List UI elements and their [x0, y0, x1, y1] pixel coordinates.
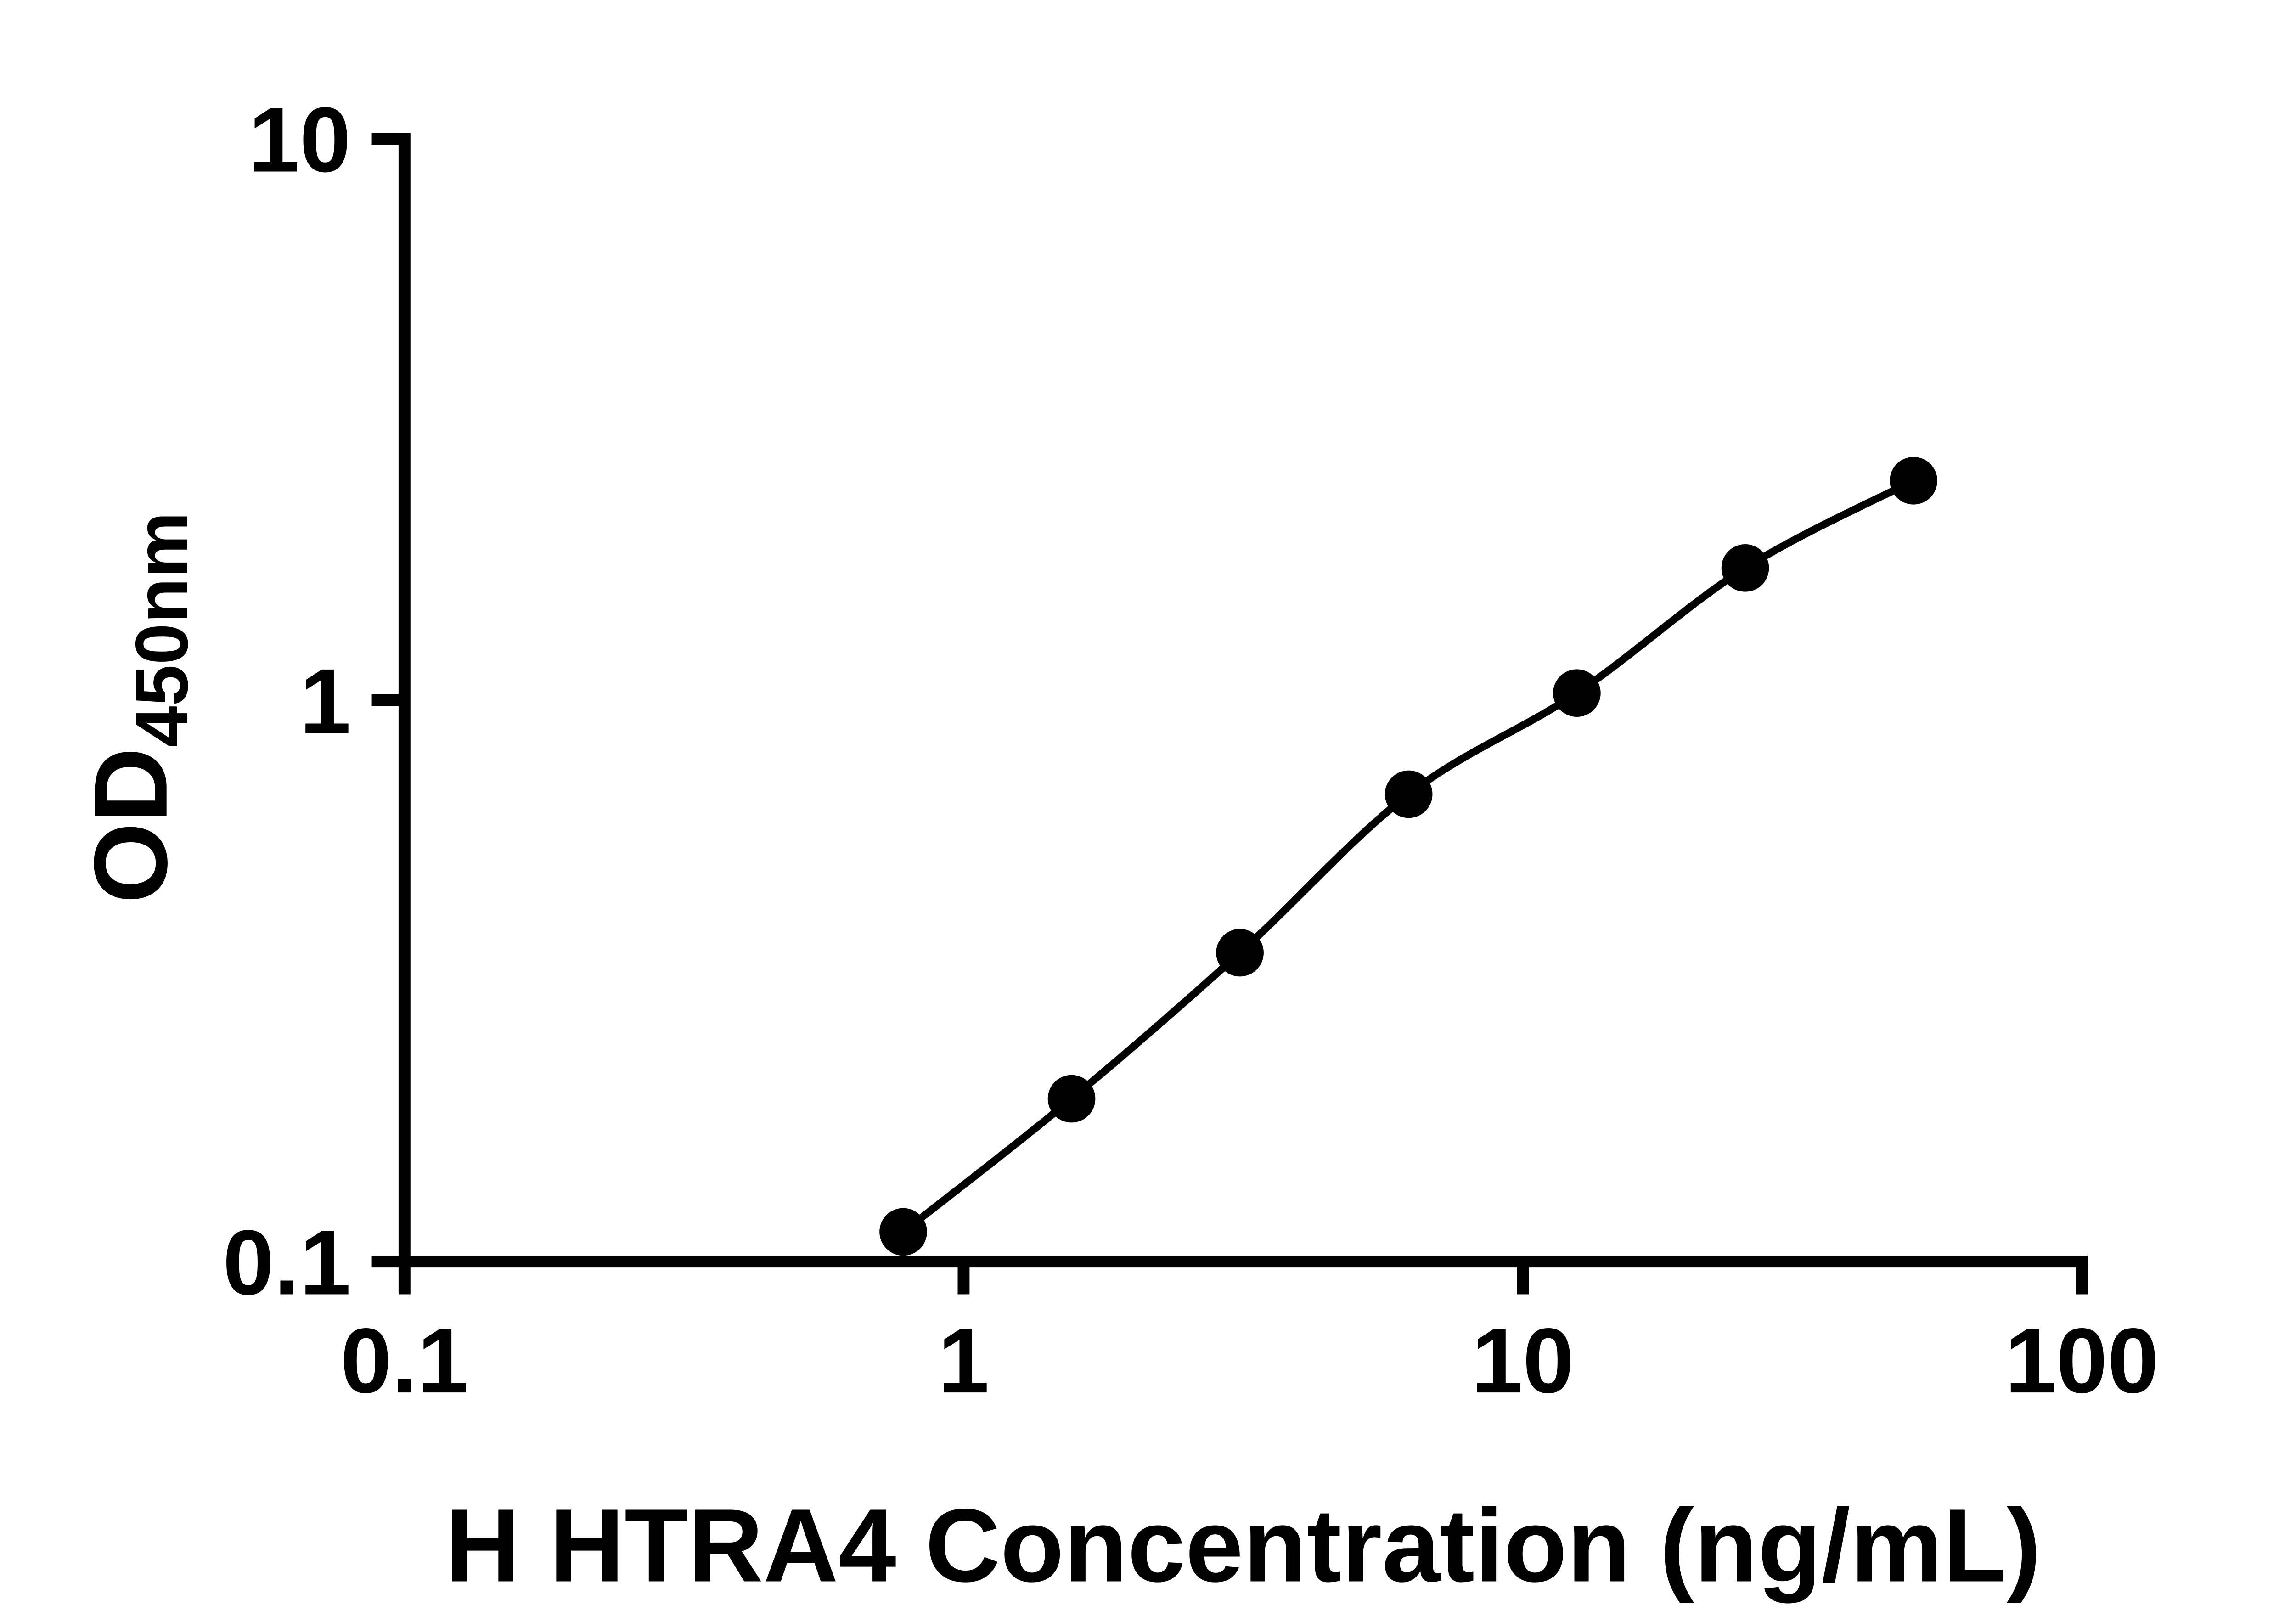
x-tick-label: 10	[1471, 1309, 1574, 1412]
y-axis-title-main: OD	[73, 747, 189, 903]
y-axis-title-subscript: 450nm	[120, 512, 203, 747]
y-axis-title: OD450nm	[73, 512, 203, 903]
curve-line	[900, 477, 1915, 1235]
axis-spines	[398, 133, 2088, 1268]
data-point	[1553, 669, 1601, 717]
data-point	[879, 1208, 927, 1256]
data-point	[1216, 929, 1264, 977]
data-point	[1890, 456, 1937, 505]
data-point	[1384, 770, 1433, 818]
x-tick-label: 1	[938, 1309, 990, 1412]
x-tick-label: 0.1	[340, 1309, 468, 1412]
y-tick-label: 10	[248, 88, 351, 191]
data-point	[1721, 544, 1769, 592]
y-tick-label: 0.1	[223, 1211, 351, 1314]
x-axis-title: H HTRA4 Concentration (ng/mL)	[445, 1487, 2041, 1604]
x-tick-label: 100	[2005, 1309, 2159, 1412]
data-point	[1047, 1075, 1096, 1123]
y-tick-label: 1	[300, 649, 351, 753]
